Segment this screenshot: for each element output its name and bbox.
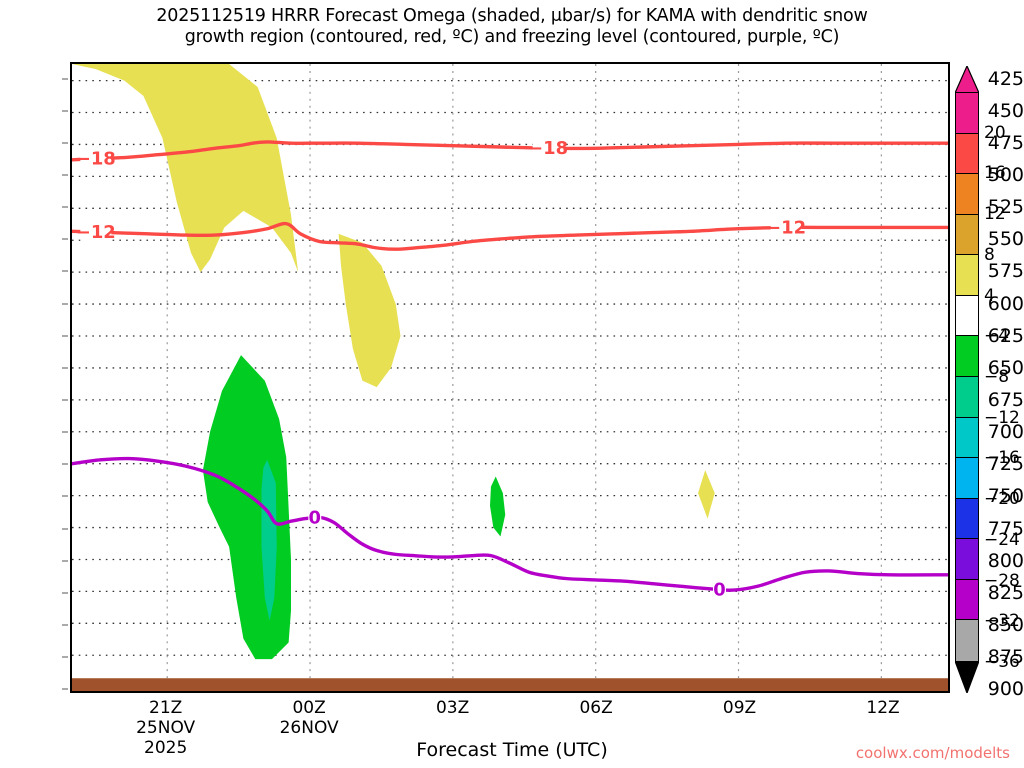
colorbar-segment--24 <box>956 499 978 540</box>
colorbar-segment-12 <box>956 174 978 215</box>
colorbar-segment--12 <box>956 377 978 418</box>
colorbar-segment--8 <box>956 336 978 377</box>
colorbar-segment--36 <box>956 620 978 661</box>
surface-terrain-rect <box>72 678 948 691</box>
contour-label-dsgr-upper-boundary: −18 <box>76 149 116 170</box>
colorbar-label-4: 4 <box>984 286 995 306</box>
x-tick-label-5: 12Z <box>866 698 899 718</box>
y-tick-525 <box>62 207 68 208</box>
colorbar-segment--20 <box>956 458 978 499</box>
colorbar-label--16: −16 <box>984 448 1020 468</box>
y-tick-600 <box>62 303 68 304</box>
colorbar-label-8: 8 <box>984 245 995 265</box>
x-tick-label-3: 06Z <box>579 698 612 718</box>
colorbar-segment-8 <box>956 215 978 256</box>
colorbar-label--8: −8 <box>984 367 1009 387</box>
omega-region-mid-level-ascent-yellow <box>339 234 401 387</box>
colorbar-segment--4 <box>956 296 978 337</box>
watermark: coolwx.com/modelts <box>856 744 1010 762</box>
y-tick-725 <box>62 464 68 465</box>
contour-label-dsgr-upper-boundary: −18 <box>528 138 568 159</box>
surface-terrain-band <box>72 678 948 691</box>
y-tick-800 <box>62 560 68 561</box>
colorbar-label--28: −28 <box>984 571 1020 591</box>
colorbar-label-16: 16 <box>984 163 1006 183</box>
colorbar-label--32: −32 <box>984 611 1020 631</box>
colorbar-segment-4 <box>956 255 978 296</box>
colorbar-segment-16 <box>956 134 978 175</box>
colorbar-label-12: 12 <box>984 204 1006 224</box>
colorbar-label--24: −24 <box>984 530 1020 550</box>
y-tick-850 <box>62 624 68 625</box>
contour-label-freezing-level: 0 <box>713 579 725 600</box>
x-tick-label-2: 03Z <box>436 698 469 718</box>
contour-label-dsgr-lower-boundary: −12 <box>766 217 806 238</box>
y-tick-550 <box>62 239 68 240</box>
contour-freezing-level <box>72 459 948 591</box>
omega-region-isolated-descent-yellow-08z <box>698 470 715 519</box>
y-tick-500 <box>62 175 68 176</box>
y-tick-900 <box>62 689 68 690</box>
y-tick-425 <box>62 78 68 79</box>
omega-region-low-level-ascent-green <box>203 355 291 659</box>
y-tick-650 <box>62 367 68 368</box>
plot-area: −18 −18 −12 −12 0 0 <box>70 62 950 693</box>
colorbar-segment--32 <box>956 580 978 621</box>
y-tick-625 <box>62 335 68 336</box>
y-tick-575 <box>62 271 68 272</box>
colorbar-segment-20 <box>956 93 978 134</box>
colorbar-label--12: −12 <box>984 408 1020 428</box>
contour-label-freezing-level: 0 <box>309 508 321 529</box>
colorbar <box>955 92 979 662</box>
y-tick-475 <box>62 142 68 143</box>
y-tick-825 <box>62 592 68 593</box>
x-tick-label-1: 00Z 26NOV <box>280 698 339 738</box>
colorbar-label--36: −36 <box>984 652 1020 672</box>
y-tick-775 <box>62 528 68 529</box>
colorbar-segment--16 <box>956 418 978 459</box>
x-tick-label-4: 09Z <box>723 698 756 718</box>
colorbar-label--4: −4 <box>984 326 1009 346</box>
chart-title: 2025112519 HRRR Forecast Omega (shaded, … <box>0 6 1024 48</box>
contour-label-dsgr-lower-boundary: −12 <box>76 222 116 243</box>
y-tick-675 <box>62 399 68 400</box>
colorbar-bottom-arrow <box>955 661 979 693</box>
y-tick-875 <box>62 657 68 658</box>
plot-svg: −18 −18 −12 −12 0 0 <box>72 64 948 691</box>
colorbar-segment--28 <box>956 539 978 580</box>
y-tick-700 <box>62 432 68 433</box>
colorbar-top-arrow <box>955 66 979 93</box>
colorbar-label-20: 20 <box>984 123 1006 143</box>
y-tick-450 <box>62 110 68 111</box>
y-tick-750 <box>62 496 68 497</box>
colorbar-label--20: −20 <box>984 489 1020 509</box>
